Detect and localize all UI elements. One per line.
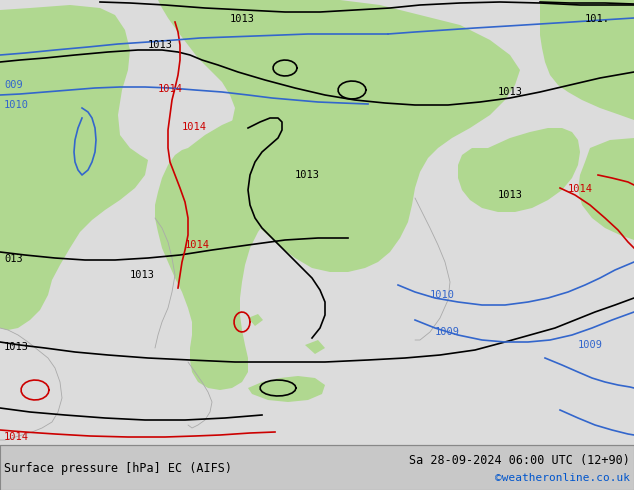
Text: 1013: 1013	[295, 170, 320, 180]
Text: 1013: 1013	[4, 342, 29, 352]
Polygon shape	[305, 190, 320, 202]
Text: 1014: 1014	[4, 432, 29, 442]
Polygon shape	[248, 314, 263, 326]
Text: 1014: 1014	[158, 84, 183, 94]
Polygon shape	[578, 138, 634, 240]
Text: 1013: 1013	[130, 270, 155, 280]
Bar	[0, 445, 634, 490]
Text: 101.: 101.	[585, 14, 610, 24]
Text: 1010: 1010	[4, 100, 29, 110]
Text: 1013: 1013	[498, 87, 523, 97]
Polygon shape	[335, 210, 350, 222]
Polygon shape	[0, 5, 148, 330]
Polygon shape	[458, 128, 580, 212]
Text: Sa 28-09-2024 06:00 UTC (12+90): Sa 28-09-2024 06:00 UTC (12+90)	[409, 454, 630, 466]
Polygon shape	[248, 376, 325, 402]
Text: 1014: 1014	[185, 240, 210, 250]
Text: ©weatheronline.co.uk: ©weatheronline.co.uk	[495, 473, 630, 483]
Polygon shape	[155, 115, 298, 390]
Polygon shape	[295, 70, 318, 84]
Text: 1009: 1009	[435, 327, 460, 337]
Text: 1014: 1014	[182, 122, 207, 132]
Text: 013: 013	[4, 254, 23, 264]
Text: 1013: 1013	[230, 14, 255, 24]
Polygon shape	[270, 174, 286, 188]
Polygon shape	[540, 0, 634, 120]
Text: 1013: 1013	[498, 190, 523, 200]
Polygon shape	[358, 84, 378, 98]
Polygon shape	[158, 0, 520, 272]
Polygon shape	[368, 224, 382, 236]
Text: 1013: 1013	[148, 40, 173, 50]
Text: 1014: 1014	[568, 184, 593, 194]
Text: 1009: 1009	[578, 340, 603, 350]
Text: 009: 009	[4, 80, 23, 90]
Polygon shape	[305, 340, 325, 354]
Text: 1010: 1010	[430, 290, 455, 300]
Text: Surface pressure [hPa] EC (AIFS): Surface pressure [hPa] EC (AIFS)	[4, 462, 232, 474]
